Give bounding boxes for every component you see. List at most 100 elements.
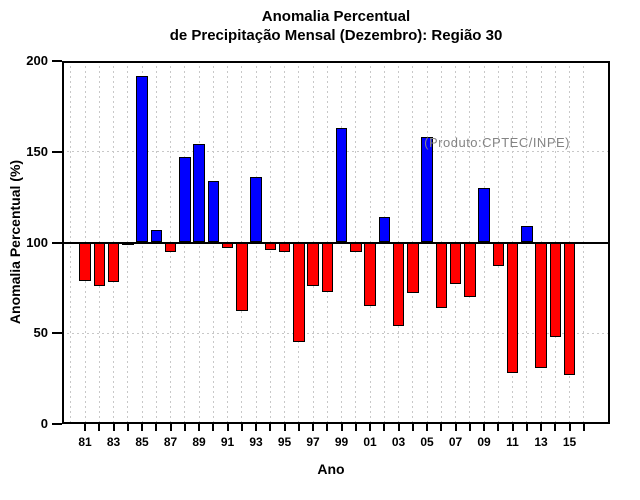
bar-2004	[407, 242, 419, 294]
x-axis-tick-label: 01	[363, 435, 377, 449]
x-axis-tick	[454, 424, 457, 431]
chart-title-line2: de Precipitação Mensal (Dezembro): Regiã…	[169, 27, 503, 44]
x-axis-tick	[497, 424, 500, 431]
x-axis-tick	[169, 424, 172, 431]
x-axis-tick	[98, 424, 101, 431]
x-axis-tick	[582, 424, 585, 431]
x-axis-tick-label: 13	[534, 435, 548, 449]
y-axis-tick-label: 200	[26, 53, 48, 68]
x-axis-tick	[240, 424, 243, 431]
x-axis-tick	[568, 424, 571, 431]
x-axis-tick	[183, 424, 186, 431]
bar-2007	[449, 242, 462, 285]
x-axis-tick-label: 85	[135, 435, 149, 449]
x-axis-tick	[525, 424, 528, 431]
bar-1984	[122, 242, 134, 245]
x-axis-tick	[511, 424, 514, 431]
x-axis-tick-label: 15	[562, 435, 577, 449]
x-axis-tick-label: 09	[477, 435, 491, 449]
x-axis-tick-label: 81	[78, 435, 92, 449]
bar-2013	[535, 242, 547, 368]
x-axis-tick	[198, 424, 200, 431]
x-axis-tick	[312, 424, 314, 431]
bar-2009	[478, 188, 490, 243]
bar-2001	[364, 242, 376, 307]
bar-1982	[93, 242, 105, 287]
bar-1993	[250, 177, 262, 243]
bar-2005	[421, 137, 433, 243]
bar-1983	[107, 242, 120, 283]
bar-1991	[221, 242, 234, 248]
x-axis-tick	[340, 424, 343, 431]
baseline-100pct	[62, 241, 610, 244]
bar-2014	[549, 242, 561, 337]
x-axis-tick	[440, 424, 443, 431]
x-axis-tick-label: 95	[277, 435, 292, 449]
x-axis-tick	[554, 424, 557, 431]
x-axis-title: Ano	[317, 461, 345, 477]
x-axis-tick	[212, 424, 215, 431]
x-axis-tick-label: 93	[249, 435, 263, 449]
x-axis-tick	[126, 424, 129, 431]
bar-2003	[392, 242, 405, 326]
x-axis-tick	[269, 424, 272, 431]
bar-2012	[521, 226, 533, 243]
x-axis-tick	[468, 424, 471, 431]
y-axis-tick	[52, 150, 62, 153]
bar-1990	[207, 180, 219, 243]
bar-1986	[150, 229, 162, 243]
bar-1988	[179, 157, 191, 243]
bar-1996	[293, 242, 305, 343]
x-axis-tick-label: 91	[220, 435, 235, 449]
bar-1995	[278, 242, 291, 252]
x-axis-tick	[112, 424, 115, 431]
x-axis-tick	[84, 424, 86, 431]
bar-1999	[335, 128, 348, 243]
x-axis-tick	[540, 424, 542, 431]
x-axis-tick-label: 99	[334, 435, 349, 449]
x-axis-tick-label: 05	[420, 435, 434, 449]
bar-1985	[136, 75, 148, 243]
bar-2015	[563, 242, 576, 375]
x-axis-tick	[255, 424, 257, 431]
product-annotation: (Produto:CPTEC/INPE)	[424, 135, 570, 150]
bar-1989	[193, 144, 205, 243]
chart-title: Anomalia Percentual de Precipitação Mens…	[170, 7, 503, 45]
x-axis-tick	[141, 424, 143, 431]
x-axis-tick-label: 11	[506, 435, 519, 449]
y-axis-tick-label: 0	[40, 416, 48, 431]
y-axis-tick	[52, 423, 62, 425]
x-axis-tick-label: 03	[391, 435, 406, 449]
chart-title-line1: Anomalia Percentual	[261, 8, 411, 25]
bar-1981	[79, 242, 91, 281]
y-axis-tick-label: 100	[26, 234, 48, 250]
x-axis-tick	[354, 424, 357, 431]
bar-2010	[492, 242, 504, 267]
bar-2000	[350, 242, 362, 252]
y-axis-tick-label: 150	[26, 143, 48, 159]
x-axis-tick	[297, 424, 300, 431]
horizontal-gridline	[62, 332, 610, 334]
x-axis-tick	[326, 424, 329, 431]
x-axis-tick	[397, 424, 400, 431]
bar-2008	[464, 242, 476, 297]
y-axis-tick	[52, 60, 62, 62]
bar-1994	[264, 242, 276, 250]
x-axis-tick	[426, 424, 428, 431]
x-axis-tick-label: 97	[306, 435, 320, 449]
x-axis-tick	[483, 424, 485, 431]
x-axis-tick	[411, 424, 414, 431]
x-axis-tick	[283, 424, 286, 431]
bar-1997	[307, 242, 319, 287]
bar-1998	[321, 242, 333, 292]
y-axis-tick	[52, 241, 62, 244]
plot-area: 0 50 100 150 200 81 83 85 87 89 91 93 95 97 99 01 03 05 07…	[26, 53, 610, 449]
x-axis-tick	[369, 424, 371, 431]
x-axis-tick	[226, 424, 229, 431]
bar-1992	[236, 242, 248, 312]
bar-2006	[435, 242, 447, 308]
x-axis-tick-label: 89	[192, 435, 206, 449]
x-axis-tick-label: 07	[448, 435, 463, 449]
bar-1987	[164, 242, 177, 252]
